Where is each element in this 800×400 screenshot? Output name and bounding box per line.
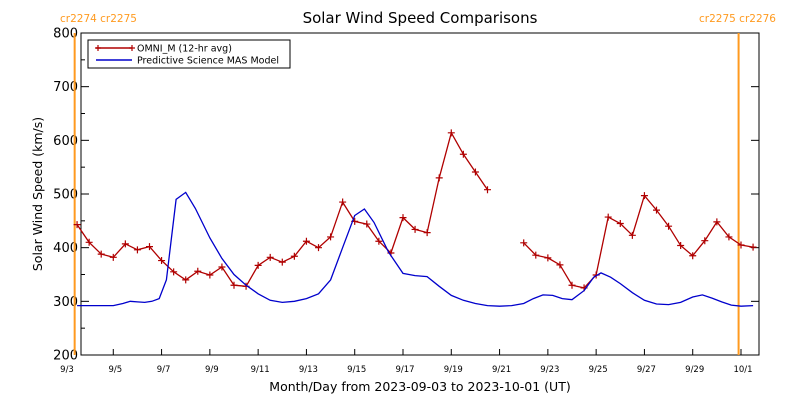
data-point [520, 239, 528, 247]
data-point [97, 250, 105, 258]
data-point [302, 237, 310, 245]
data-point [121, 240, 129, 248]
carrington-marker-label: cr2275 cr2276 [699, 13, 776, 25]
data-point [725, 233, 733, 241]
data-point [315, 244, 322, 252]
legend-entry: OMNI_M (12-hr avg) [137, 44, 232, 55]
y-tick-label: 300 [53, 295, 78, 310]
data-point [713, 218, 721, 226]
carrington-marker-label: cr2274 cr2275 [60, 13, 137, 25]
data-point [701, 237, 709, 245]
data-point [459, 150, 467, 158]
data-point [266, 253, 274, 261]
data-point [290, 252, 298, 260]
x-tick-label: 9/21 [492, 365, 511, 375]
data-point [85, 238, 93, 246]
x-tick-label: 9/5 [108, 365, 122, 375]
data-point [556, 261, 564, 269]
series-line [77, 191, 754, 307]
data-point [158, 257, 166, 265]
data-point [194, 267, 202, 275]
legend-marker [95, 45, 135, 51]
legend-box [87, 39, 291, 69]
y-tick-label: 200 [53, 349, 78, 364]
data-point [399, 214, 407, 222]
legend-entry: Predictive Science MAS Model [137, 56, 279, 67]
data-point [604, 213, 612, 221]
x-tick-label: 9/17 [395, 365, 414, 375]
data-point [363, 220, 371, 228]
data-point [653, 206, 660, 214]
series-line [523, 194, 754, 289]
x-tick-label: 9/11 [251, 365, 270, 375]
axis-ticks: 200 300 400 500 600 700 800 9/3 9/5 9/7 9/9 9/11 9/1… [53, 27, 759, 375]
data-point [133, 246, 141, 254]
series-omni [73, 129, 757, 292]
x-tick-label: 9/13 [299, 365, 318, 375]
data-point [170, 268, 178, 276]
data-point [73, 221, 81, 229]
series-lines [73, 129, 757, 307]
y-tick-label: 400 [53, 241, 78, 256]
data-point [327, 233, 335, 241]
x-tick-label: 9/9 [205, 365, 219, 375]
data-point [471, 168, 479, 176]
data-point [230, 281, 238, 289]
data-point [568, 281, 576, 289]
y-axis-label: Solar Wind Speed (km/s) [30, 117, 45, 271]
data-point [665, 222, 673, 230]
data-point [447, 129, 455, 137]
data-point [375, 237, 383, 245]
x-tick-label: 9/25 [589, 365, 608, 375]
data-point [616, 220, 624, 228]
x-tick-label: 9/27 [637, 365, 656, 375]
x-tick-label: 9/23 [540, 365, 559, 375]
data-point [435, 174, 443, 182]
series-mas-model [77, 191, 754, 307]
data-point [737, 241, 745, 249]
data-point [218, 263, 226, 271]
data-point [544, 254, 552, 262]
data-point [484, 186, 491, 194]
data-point [146, 243, 153, 251]
data-point [182, 276, 190, 284]
x-tick-label: 10/1 [733, 365, 752, 375]
data-point [423, 229, 431, 237]
x-tick-label: 9/3 [60, 365, 74, 375]
x-tick-label: 9/29 [685, 365, 704, 375]
y-tick-label: 800 [53, 27, 78, 42]
x-axis-label: Month/Day from 2023-09-03 to 2023-10-01 … [269, 379, 570, 394]
data-point [532, 251, 540, 259]
data-point [206, 271, 214, 279]
x-tick-label: 9/15 [347, 365, 366, 375]
data-point [254, 261, 262, 269]
data-point [628, 231, 636, 239]
carrington-markers: cr2274 cr2275 cr2275 cr2276 [60, 13, 776, 355]
data-point [640, 192, 648, 200]
data-point [339, 198, 347, 206]
chart-title: Solar Wind Speed Comparisons [303, 9, 538, 27]
data-point [109, 253, 117, 261]
data-point [689, 252, 697, 260]
legend: OMNI_M (12-hr avg)Predictive Science MAS… [87, 39, 291, 69]
y-tick-label: 700 [53, 80, 78, 95]
x-tick-label: 9/7 [157, 365, 171, 375]
x-tick-label: 9/19 [444, 365, 463, 375]
data-point [677, 242, 685, 250]
data-point [278, 258, 286, 266]
y-tick-label: 600 [53, 134, 78, 149]
data-point [749, 243, 757, 251]
y-tick-label: 500 [53, 188, 78, 203]
data-point [411, 225, 419, 233]
